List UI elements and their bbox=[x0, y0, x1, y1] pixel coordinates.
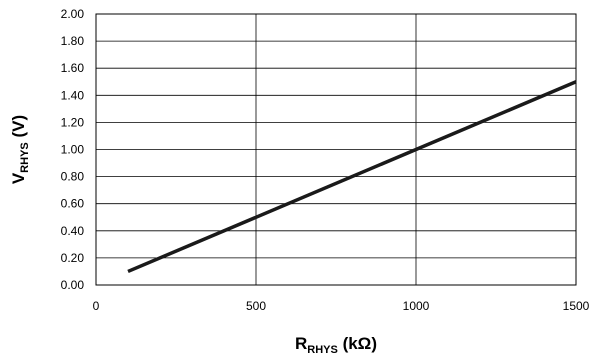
y-tick-label: 1.40 bbox=[61, 88, 85, 102]
y-axis-title-unit: (V) bbox=[9, 115, 28, 142]
y-tick-label: 0.00 bbox=[61, 278, 85, 292]
x-tick-label: 1000 bbox=[403, 299, 430, 313]
y-tick-label: 1.80 bbox=[61, 34, 85, 48]
y-axis-title: VRHYS (V) bbox=[9, 115, 31, 184]
x-axis-title-unit: (kΩ) bbox=[338, 334, 377, 353]
y-tick-label: 0.20 bbox=[61, 251, 85, 265]
x-tick-label: 1500 bbox=[563, 299, 590, 313]
x-axis-title: RRHYS (kΩ) bbox=[295, 334, 377, 356]
y-tick-label: 0.80 bbox=[61, 170, 85, 184]
plot-frame bbox=[95, 13, 577, 286]
x-axis-title-main: R bbox=[295, 334, 307, 353]
grid bbox=[95, 13, 577, 286]
y-tick-label: 1.00 bbox=[61, 143, 85, 157]
series-line bbox=[127, 80, 577, 274]
y-tick-labels: 0.00 0.20 0.40 0.60 0.80 1.00 1.20 1.40 1.60 1.80… bbox=[61, 7, 85, 292]
y-tick-label: 0.60 bbox=[61, 197, 85, 211]
x-tick-labels: 0 500 1000 1500 bbox=[93, 299, 590, 313]
x-tick-label: 500 bbox=[246, 299, 266, 313]
y-tick-label: 0.40 bbox=[61, 224, 85, 238]
x-tick-label: 0 bbox=[93, 299, 100, 313]
y-tick-label: 1.20 bbox=[61, 115, 85, 129]
y-axis-title-sub: RHYS bbox=[19, 142, 31, 173]
y-axis-title-main: V bbox=[9, 172, 28, 184]
x-axis-title-sub: RHYS bbox=[307, 344, 338, 356]
y-tick-label: 1.60 bbox=[61, 61, 85, 75]
y-tick-label: 2.00 bbox=[61, 7, 85, 21]
series-group bbox=[127, 80, 577, 274]
